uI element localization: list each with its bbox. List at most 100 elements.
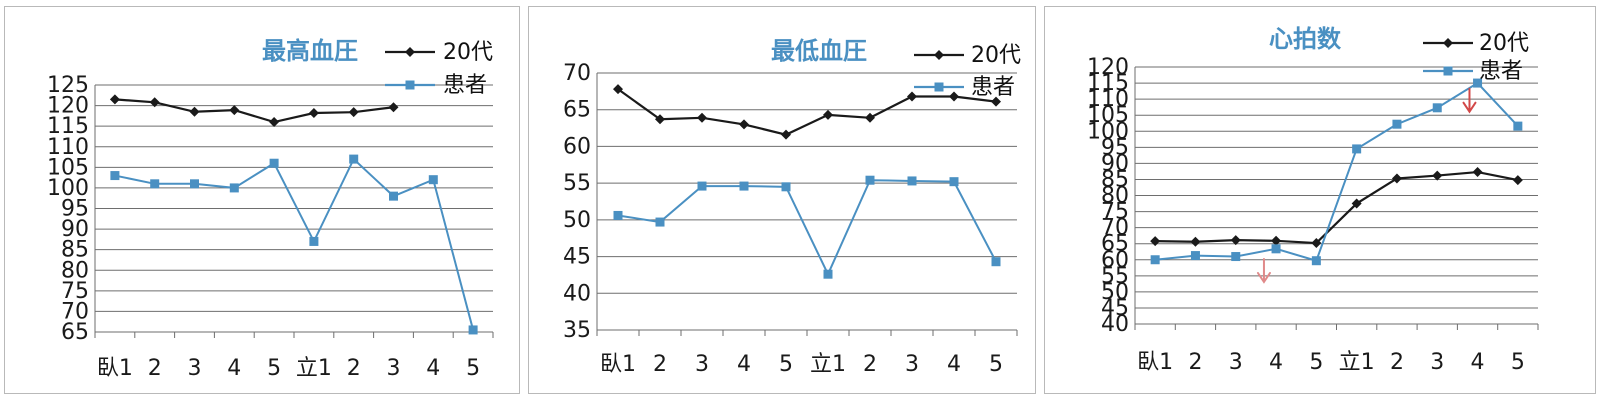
data-point: [739, 119, 749, 130]
x-tick-label: 5: [267, 356, 281, 381]
data-point: [1230, 235, 1241, 246]
series-twenties: [1150, 167, 1523, 249]
arrow-head: [1256, 271, 1271, 284]
x-tick-label: 立1: [1339, 350, 1375, 375]
data-point: [1351, 198, 1362, 209]
x-tick-label: 4: [1269, 350, 1283, 375]
legend-marker: [1443, 38, 1453, 48]
data-point: [865, 175, 875, 185]
x-axis-labels: 臥1 2 3 4 5 立1 2 3 4 5: [97, 356, 480, 381]
data-point: [1352, 144, 1362, 154]
y-tick-label: 85: [61, 238, 89, 263]
x-tick-label: 2: [1390, 350, 1404, 375]
data-point: [697, 181, 707, 191]
y-tick-label: 80: [1101, 184, 1129, 209]
y-tick-label: 90: [61, 217, 89, 242]
gridlines: [1135, 66, 1538, 325]
x-tick-marks: [596, 330, 1018, 336]
data-point: [1311, 256, 1321, 266]
data-point: [149, 97, 160, 108]
chart-title: 最高血圧: [262, 37, 358, 65]
series-twenties: [109, 94, 399, 128]
data-point: [739, 181, 749, 191]
arrow-down-annotation: [1462, 87, 1477, 114]
x-tick-label: 5: [779, 352, 793, 377]
data-point: [613, 84, 623, 95]
data-point: [269, 117, 280, 128]
x-tick-label: 臥1: [97, 356, 133, 381]
data-point: [428, 175, 438, 185]
data-point: [781, 129, 791, 140]
x-tick-marks: [1134, 324, 1539, 330]
y-tick-label: 70: [563, 61, 591, 86]
data-point: [309, 236, 319, 246]
y-tick-label: 65: [61, 320, 89, 345]
data-point: [1271, 235, 1282, 246]
data-point: [349, 154, 359, 164]
x-tick-label: 3: [188, 356, 202, 381]
x-tick-label: 3: [905, 352, 919, 377]
systolic-bp-chart-panel: 125 120 115 110 105 100 95 90 85 80 75 70 65 臥1 2 3 4 5 立1…: [4, 6, 520, 394]
x-tick-label: 2: [863, 352, 877, 377]
x-tick-label: 4: [1471, 350, 1485, 375]
y-tick-label: 65: [1101, 232, 1129, 257]
data-point: [991, 257, 1001, 267]
data-point: [269, 158, 279, 168]
y-tick-label: 110: [1087, 87, 1129, 112]
y-tick-label: 125: [47, 73, 89, 98]
x-tick-label: 2: [1188, 350, 1202, 375]
legend-marker: [934, 50, 944, 60]
y-tick-label: 40: [563, 281, 591, 306]
y-tick-label: 70: [61, 299, 89, 324]
legend-label: 20代: [1479, 31, 1529, 56]
y-tick-label: 75: [61, 279, 89, 304]
data-point: [1190, 236, 1201, 247]
legend-label: 20代: [971, 43, 1021, 68]
y-tick-label: 50: [563, 208, 591, 233]
legend-marker: [405, 80, 415, 90]
x-tick-label: 4: [737, 352, 751, 377]
y-tick-label: 75: [1101, 200, 1129, 225]
series-patient: [110, 154, 478, 335]
series-patient: [1150, 78, 1523, 266]
series-line: [617, 88, 997, 136]
y-tick-label: 45: [1101, 296, 1129, 321]
data-point: [110, 171, 120, 181]
data-point: [1150, 236, 1161, 247]
diastolic-bp-chart-panel: 70 65 60 55 50 45 40 35 臥1 2 3 4 5 立1 2 3 4 5 最低血圧 20代 患者: [528, 6, 1036, 394]
x-tick-label: 4: [227, 356, 241, 381]
data-point: [189, 106, 200, 117]
x-tick-label: 4: [426, 356, 440, 381]
data-point: [865, 112, 875, 123]
x-tick-label: 5: [1511, 350, 1525, 375]
data-point: [655, 114, 665, 125]
y-tick-label: 95: [1101, 135, 1129, 160]
heart-rate-chart: 120115110105100959085807570656055504540臥…: [1087, 25, 1539, 375]
legend-marker: [405, 47, 415, 57]
y-tick-label: 120: [1087, 55, 1129, 80]
data-point: [468, 325, 478, 335]
series-patient: [613, 175, 1001, 279]
data-point: [949, 91, 959, 102]
x-tick-label: 2: [148, 356, 162, 381]
chart-title: 心拍数: [1269, 25, 1342, 53]
y-tick-label: 100: [1087, 119, 1129, 144]
data-point: [1432, 103, 1442, 113]
data-point: [949, 177, 959, 187]
y-tick-label: 50: [1101, 280, 1129, 305]
legend-label: 患者: [443, 73, 487, 98]
x-tick-label: 3: [1229, 350, 1243, 375]
heart-rate-chart-panel: 120 115 110 105 100 95 90 85 80 75 70 65 60 55 50 45 40 臥…: [1044, 6, 1596, 394]
data-point: [697, 112, 707, 123]
y-tick-label: 45: [563, 245, 591, 270]
x-tick-label: 5: [466, 356, 480, 381]
data-point: [1392, 119, 1402, 129]
data-point: [109, 94, 120, 105]
gridlines: [597, 72, 1017, 331]
